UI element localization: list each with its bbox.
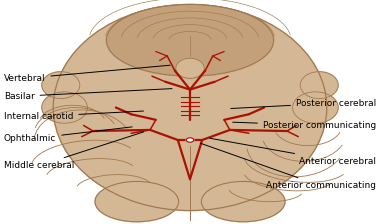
Text: Posterior communicating: Posterior communicating bbox=[233, 121, 376, 130]
Text: Basilar: Basilar bbox=[4, 89, 172, 101]
Text: Middle cerebral: Middle cerebral bbox=[4, 132, 144, 170]
Ellipse shape bbox=[300, 72, 338, 99]
Ellipse shape bbox=[53, 4, 327, 211]
Ellipse shape bbox=[201, 181, 285, 222]
Ellipse shape bbox=[293, 92, 338, 123]
Text: Internal carotid: Internal carotid bbox=[4, 111, 144, 121]
Text: Posterior cerebral: Posterior cerebral bbox=[231, 99, 376, 108]
Text: Ophthalmic: Ophthalmic bbox=[4, 127, 132, 143]
Ellipse shape bbox=[42, 72, 80, 99]
Ellipse shape bbox=[176, 58, 204, 78]
Text: Vertebral: Vertebral bbox=[4, 65, 170, 83]
Text: Anterior communicating: Anterior communicating bbox=[200, 143, 376, 190]
Text: Anterior cerebral: Anterior cerebral bbox=[210, 138, 376, 166]
Ellipse shape bbox=[95, 181, 179, 222]
Ellipse shape bbox=[106, 4, 274, 76]
Circle shape bbox=[186, 138, 194, 142]
Ellipse shape bbox=[42, 92, 87, 123]
